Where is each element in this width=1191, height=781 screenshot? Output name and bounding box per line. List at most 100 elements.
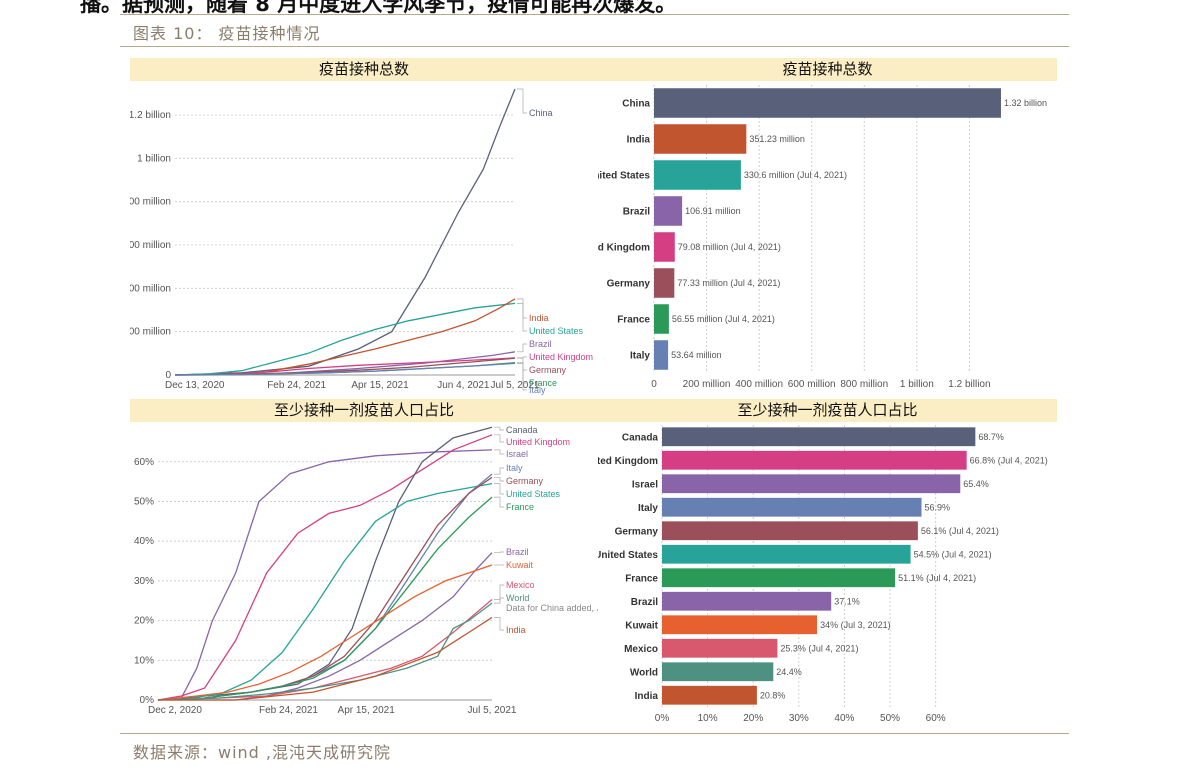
bar-germany <box>654 268 675 298</box>
x-tick-label: 0 <box>651 379 657 390</box>
category-label: Mexico <box>624 644 658 655</box>
value-label: 56.55 million (Jul 4, 2021) <box>672 314 775 324</box>
x-tick-label: 60% <box>926 713 946 722</box>
leader-line <box>494 476 504 482</box>
x-tick-label: Dec 2, 2020 <box>148 705 202 716</box>
series-end-label: Brazil <box>506 547 529 557</box>
x-tick-label: 1 billion <box>900 379 934 390</box>
bar-mexico <box>662 638 778 658</box>
series-line-united-states <box>174 302 516 376</box>
value-label: 106.91 million <box>685 206 741 216</box>
x-tick-label: 10% <box>698 713 718 722</box>
y-tick-label: 50% <box>134 496 154 507</box>
series-end-label: United States <box>506 489 561 499</box>
total-doses-line-chart: 0 200 million 400 million 600 million 800 mi… <box>130 88 593 395</box>
bar-canada <box>662 427 976 447</box>
value-label: 24.4% <box>776 667 802 677</box>
value-label: 54.5% (Jul 4, 2021) <box>914 549 992 559</box>
series-line-china <box>174 88 516 376</box>
category-label: Brazil <box>631 597 658 608</box>
category-label: Germany <box>607 279 651 290</box>
leader-line <box>494 434 504 443</box>
bar-india <box>654 124 747 154</box>
value-label: 56.1% (Jul 4, 2021) <box>921 526 999 536</box>
source-text: 数据来源：wind ,混沌天成研究院 <box>133 743 392 762</box>
y-tick-label: 1 billion <box>137 153 171 164</box>
series-line-mexico <box>157 599 493 701</box>
value-label: 68.7% <box>978 432 1004 442</box>
value-label: 66.8% (Jul 4, 2021) <box>970 455 1048 465</box>
leader-line <box>494 617 504 631</box>
x-tick-label: Jul 5, 2021 <box>468 705 517 716</box>
value-label: 53.64 million <box>671 350 722 360</box>
series-end-label: Brazil <box>529 339 552 349</box>
bar-world <box>662 662 774 682</box>
category-label: United States <box>598 550 658 561</box>
category-label: Canada <box>622 432 659 443</box>
category-label: Israel <box>632 479 658 490</box>
x-tick-label: Feb 24, 2021 <box>267 380 326 391</box>
series-line-united-states <box>157 482 493 701</box>
leader-line <box>494 426 504 431</box>
bar-france <box>662 568 896 588</box>
x-tick-label: Jul 5, 2021 <box>491 380 540 391</box>
bar-germany <box>662 521 918 541</box>
category-label: United Kingdom <box>598 456 658 467</box>
category-label: India <box>635 691 659 702</box>
series-end-label: Italy <box>506 463 523 473</box>
share-vaccinated-bar-chart: 0% 10% 20% 30% 40% 50% 60% Canada 68.7% United Ki… <box>598 425 1048 722</box>
panel-share-bar: 至少接种一剂疫苗人口占比 0% 10% 20% 30% 40% 50% 60% Canada 6… <box>598 399 1057 722</box>
leader-line <box>517 88 527 114</box>
x-tick-label: 30% <box>789 713 809 722</box>
series-end-label: Kuwait <box>506 560 534 570</box>
x-tick-label: 400 million <box>735 379 783 390</box>
category-label: France <box>625 573 658 584</box>
leader-line <box>494 597 504 604</box>
top-rule <box>120 14 1069 15</box>
x-tick-label: Jun 4, 2021 <box>437 380 490 391</box>
x-tick-label: 200 million <box>683 379 731 390</box>
leader-line <box>517 357 527 371</box>
series-end-label: Mexico <box>506 580 535 590</box>
series-end-label: United Kingdom <box>506 437 570 447</box>
category-label: Italy <box>630 351 650 362</box>
leader-line <box>494 496 504 508</box>
y-tick-label: 600 million <box>130 240 171 251</box>
category-label: India <box>627 135 651 146</box>
bar-france <box>654 304 669 334</box>
value-label: 330.6 million (Jul 4, 2021) <box>744 170 847 180</box>
series-line-kuwait <box>157 564 493 701</box>
category-label: China <box>622 99 650 110</box>
value-label: 351.23 million <box>749 134 805 144</box>
leader-line <box>517 303 527 332</box>
bar-israel <box>662 474 961 494</box>
bar-brazil <box>662 591 832 611</box>
leader-line <box>494 449 504 455</box>
value-label: 1.32 billion <box>1004 98 1047 108</box>
x-tick-label: 1.2 billion <box>948 379 990 390</box>
x-tick-label: 40% <box>834 713 854 722</box>
leader-line <box>517 356 527 359</box>
leader-line <box>517 298 527 319</box>
leader-line <box>494 551 504 554</box>
x-tick-label: Apr 15, 2021 <box>351 380 409 391</box>
value-label: 20.8% <box>760 690 786 700</box>
y-tick-label: 200 million <box>130 327 171 338</box>
category-label: Germany <box>615 526 659 537</box>
series-line-united-kingdom <box>157 434 493 701</box>
bar-italy <box>654 340 669 370</box>
panel-total-bar: 疫苗接种总数 0 200 million 400 million 600 millio… <box>598 58 1057 398</box>
x-tick-label: Apr 15, 2021 <box>338 705 396 716</box>
series-end-label: Canada <box>506 425 538 435</box>
series-line-world <box>157 602 493 701</box>
series-end-label: Germany <box>529 365 567 375</box>
total-doses-bar-chart: 0 200 million 400 million 600 million 800 mi… <box>598 85 1047 390</box>
x-tick-label: 600 million <box>788 379 836 390</box>
value-label: 25.3% (Jul 4, 2021) <box>780 643 858 653</box>
chart-title: 至少接种一剂疫苗人口占比 <box>130 399 598 422</box>
x-tick-label: 0% <box>655 713 670 722</box>
series-line-israel <box>157 449 493 701</box>
series-end-label: United States <box>529 326 584 336</box>
series-end-label: Germany <box>506 476 544 486</box>
value-label: 51.1% (Jul 4, 2021) <box>898 573 976 583</box>
